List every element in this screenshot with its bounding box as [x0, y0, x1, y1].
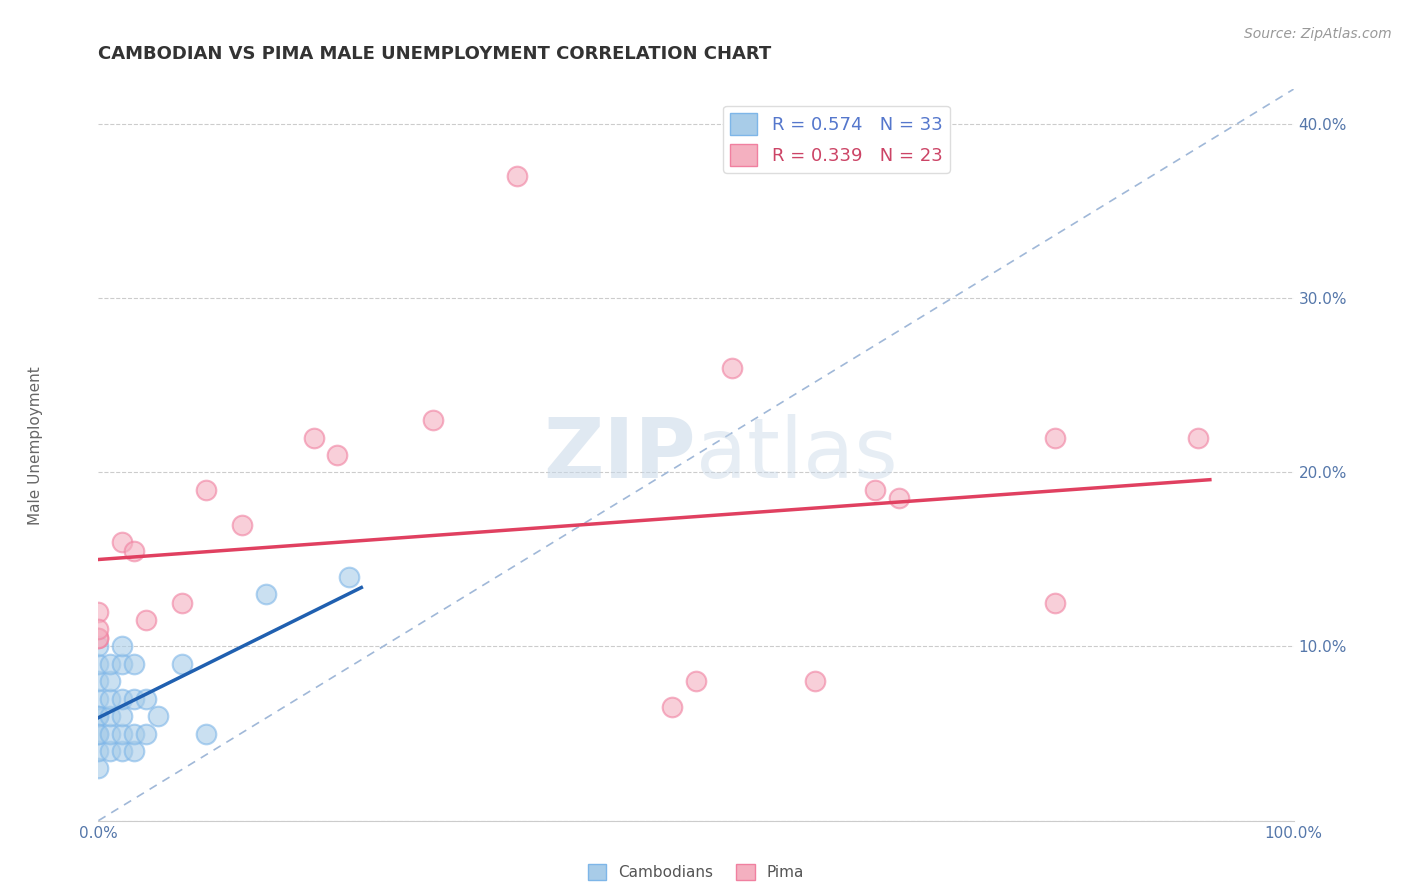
- Text: Male Unemployment: Male Unemployment: [28, 367, 42, 525]
- Point: [1187, 430, 1209, 444]
- Point: [124, 691, 146, 706]
- Point: [1043, 596, 1066, 610]
- Point: [87, 691, 110, 706]
- Point: [98, 709, 122, 723]
- Point: [326, 448, 349, 462]
- Point: [124, 744, 146, 758]
- Point: [302, 430, 325, 444]
- Point: [87, 709, 110, 723]
- Point: [98, 744, 122, 758]
- Point: [889, 491, 911, 506]
- Point: [98, 657, 122, 671]
- Point: [506, 169, 529, 184]
- Point: [254, 587, 277, 601]
- Point: [87, 761, 110, 775]
- Point: [87, 605, 110, 619]
- Point: [124, 726, 146, 740]
- Point: [98, 674, 122, 689]
- Point: [194, 726, 217, 740]
- Legend: Cambodians, Pima: Cambodians, Pima: [582, 858, 810, 886]
- Point: [135, 613, 157, 627]
- Text: Source: ZipAtlas.com: Source: ZipAtlas.com: [1244, 27, 1392, 41]
- Point: [87, 657, 110, 671]
- Point: [111, 709, 134, 723]
- Point: [111, 744, 134, 758]
- Point: [98, 691, 122, 706]
- Point: [148, 709, 170, 723]
- Point: [87, 631, 110, 645]
- Point: [87, 674, 110, 689]
- Text: ZIP: ZIP: [544, 415, 696, 495]
- Point: [87, 726, 110, 740]
- Point: [111, 691, 134, 706]
- Point: [98, 726, 122, 740]
- Point: [231, 517, 253, 532]
- Point: [422, 413, 444, 427]
- Point: [87, 726, 110, 740]
- Point: [111, 657, 134, 671]
- Text: CAMBODIAN VS PIMA MALE UNEMPLOYMENT CORRELATION CHART: CAMBODIAN VS PIMA MALE UNEMPLOYMENT CORR…: [98, 45, 772, 62]
- Point: [87, 640, 110, 654]
- Point: [111, 726, 134, 740]
- Point: [337, 570, 360, 584]
- Point: [721, 360, 744, 375]
- Point: [87, 631, 110, 645]
- Point: [804, 674, 827, 689]
- Point: [124, 543, 146, 558]
- Point: [87, 709, 110, 723]
- Point: [135, 726, 157, 740]
- Point: [863, 483, 886, 497]
- Point: [172, 657, 194, 671]
- Point: [87, 622, 110, 636]
- Point: [685, 674, 707, 689]
- Point: [87, 744, 110, 758]
- Point: [661, 700, 683, 714]
- Point: [172, 596, 194, 610]
- Point: [1043, 430, 1066, 444]
- Point: [111, 640, 134, 654]
- Point: [111, 535, 134, 549]
- Point: [124, 657, 146, 671]
- Point: [194, 483, 217, 497]
- Text: atlas: atlas: [696, 415, 897, 495]
- Point: [135, 691, 157, 706]
